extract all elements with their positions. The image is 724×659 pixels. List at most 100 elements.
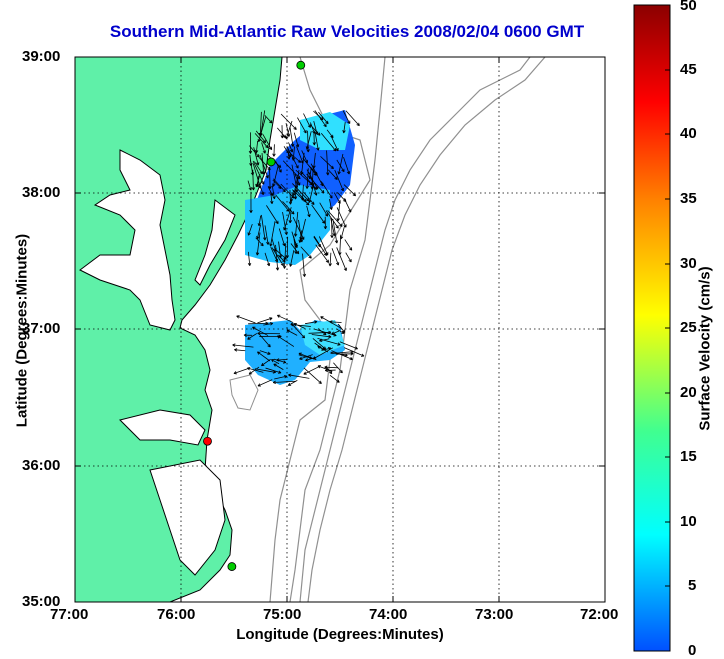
velocity-arrow	[343, 156, 351, 175]
velocity-arrow	[270, 191, 274, 205]
colorbar-tick-label: 45	[680, 61, 697, 78]
velocity-arrow	[257, 215, 262, 227]
velocity-arrow	[324, 365, 339, 369]
velocity-arrow	[309, 172, 318, 196]
chart-title: Southern Mid-Atlantic Raw Velocities 200…	[109, 22, 585, 41]
velocity-arrow	[271, 359, 280, 365]
velocity-arrow	[305, 131, 312, 150]
x-tick-label: 74:00	[369, 606, 408, 623]
velocity-arrow	[282, 201, 295, 215]
velocity-arrow	[287, 149, 291, 160]
velocity-arrow	[305, 320, 318, 325]
velocity-arrow	[271, 247, 284, 267]
velocity-arrow	[255, 237, 264, 247]
x-axis-label: Longitude (Degrees:Minutes)	[236, 626, 444, 643]
velocity-arrow	[250, 159, 255, 176]
x-tick-label: 73:00	[475, 606, 514, 623]
velocity-arrow	[247, 224, 253, 236]
velocity-arrow	[287, 379, 298, 386]
velocity-arrow	[339, 341, 358, 350]
velocity-arrow	[254, 140, 259, 154]
velocity-arrow	[271, 185, 276, 200]
colorbar-tick-label: 0	[688, 642, 697, 659]
velocity-arrow	[256, 224, 261, 240]
velocity-arrow	[293, 322, 305, 329]
x-tick-label: 76:00	[157, 606, 196, 623]
velocity-arrow	[334, 169, 344, 192]
x-tick-label: 75:00	[263, 606, 302, 623]
velocity-arrow	[336, 328, 345, 334]
velocity-arrow	[272, 380, 296, 385]
colorbar-ticks	[665, 69, 670, 587]
velocity-arrow	[318, 111, 329, 125]
velocity-arrow	[285, 123, 291, 137]
velocity-arrow	[234, 348, 246, 352]
velocity-arrow	[297, 117, 307, 134]
velocity-arrow	[259, 154, 269, 179]
velocity-arrow	[306, 205, 311, 218]
velocity-arrow	[272, 179, 282, 190]
velocity-arrow	[258, 181, 265, 196]
velocity-arrow	[343, 347, 365, 357]
velocity-arrow	[257, 317, 273, 324]
velocity-arrow	[312, 132, 316, 146]
bathymetry-contour-4	[307, 57, 546, 602]
colorbar-label: Surface Velocity (cm/s)	[696, 266, 714, 431]
velocity-arrow	[243, 333, 253, 337]
velocity-arrow	[306, 130, 310, 153]
velocity-arrow	[327, 169, 338, 180]
velocity-vectors	[232, 110, 365, 387]
velocity-arrow	[317, 328, 327, 336]
velocity-arrow	[247, 180, 252, 191]
velocity-arrow	[337, 153, 344, 175]
colorbar-tick-label: 50	[680, 0, 697, 14]
chesapeake-bay	[79, 149, 176, 331]
velocity-arrow	[314, 132, 320, 151]
y-tick-label: 38:00	[22, 184, 61, 201]
velocity-arrow	[345, 110, 360, 127]
velocity-arrow	[319, 338, 330, 343]
velocity-arrow	[252, 326, 269, 336]
velocity-arrow	[303, 191, 315, 206]
velocity-arrow	[332, 218, 339, 244]
velocity-arrow	[268, 167, 272, 190]
velocity-arrow	[259, 334, 282, 339]
colorbar-tick-label: 20	[680, 384, 697, 401]
velocity-arrow	[300, 152, 305, 175]
bay-inlet	[194, 199, 236, 286]
velocity-arrow	[323, 216, 328, 230]
velocity-arrow	[280, 113, 297, 130]
velocity-arrow	[301, 150, 308, 164]
albemarle-sound	[119, 409, 206, 446]
station-marker	[266, 157, 276, 167]
velocity-arrow	[343, 198, 352, 213]
velocity-arrow	[317, 345, 329, 353]
velocity-arrow	[253, 147, 260, 166]
velocity-arrow	[257, 379, 273, 387]
y-tick-label: 39:00	[22, 48, 61, 65]
velocity-arrow	[233, 367, 250, 375]
velocity-arrow	[280, 125, 284, 139]
velocity-arrow	[264, 225, 270, 245]
velocity-arrow	[329, 375, 340, 383]
colorbar-tick-label: 40	[680, 125, 697, 142]
velocity-arrow	[311, 204, 326, 224]
velocity-arrow	[264, 115, 273, 124]
velocity-arrow	[326, 150, 330, 176]
velocity-arrow	[309, 124, 321, 136]
velocity-arrow	[262, 134, 273, 151]
velocity-arrow	[247, 251, 252, 266]
velocity-arrow	[293, 211, 299, 237]
velocity-arrow	[264, 252, 271, 267]
velocity-arrow	[290, 243, 300, 255]
velocity-arrow	[272, 144, 276, 157]
velocity-arrow	[273, 178, 286, 193]
velocity-arrow	[275, 244, 280, 271]
velocity-arrow	[257, 332, 271, 348]
velocity-arrow	[320, 316, 342, 329]
velocity-arrow	[265, 367, 282, 374]
velocity-arrow	[252, 160, 265, 185]
station-marker	[227, 562, 237, 571]
velocity-arrow	[345, 252, 352, 263]
